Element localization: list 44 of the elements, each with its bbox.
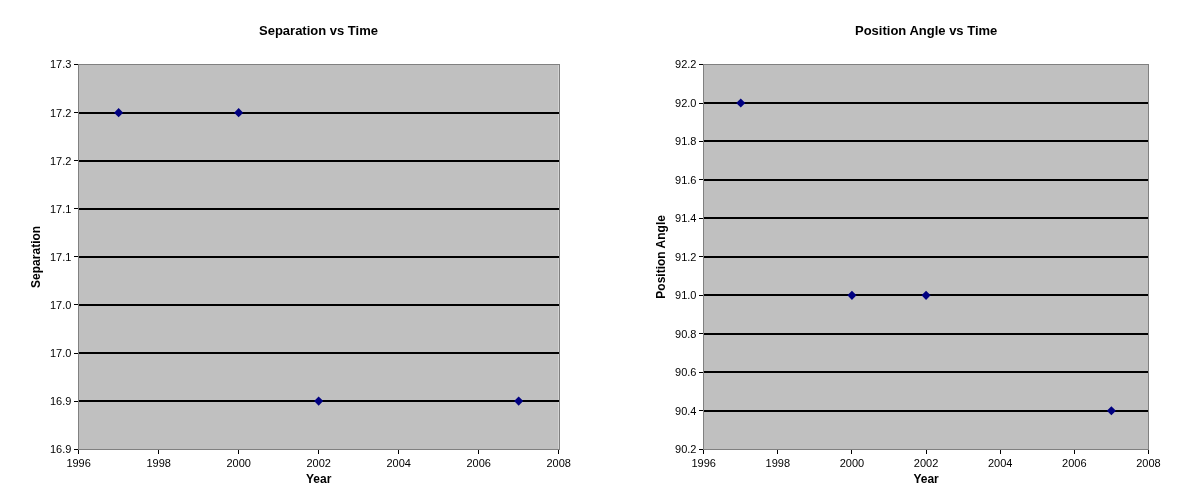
point bbox=[921, 290, 931, 300]
y-tick-label: 17.1 bbox=[50, 202, 72, 215]
y-tick-label: 91.8 bbox=[675, 135, 697, 148]
y-tick-label: 91.2 bbox=[675, 250, 697, 263]
x-tick-label: 1998 bbox=[765, 457, 791, 470]
y-tick-label: 17.1 bbox=[50, 250, 72, 263]
y-tick-label: 16.9 bbox=[50, 443, 72, 456]
x-tick-label: 1996 bbox=[66, 457, 91, 470]
x-tick-label: 2006 bbox=[466, 457, 491, 470]
y-tick-label: 90.2 bbox=[675, 443, 697, 456]
x-axis-title: Year bbox=[913, 472, 940, 487]
x-axis-title: Year bbox=[305, 472, 332, 487]
y-tick-label: 17.0 bbox=[50, 346, 72, 359]
x-tick-label: 2002 bbox=[306, 457, 331, 470]
y-tick-label: 90.4 bbox=[675, 404, 697, 417]
x-tick-label: 1996 bbox=[691, 457, 716, 470]
y-tick-label: 90.6 bbox=[675, 366, 697, 379]
y-tick-label: 92.2 bbox=[675, 58, 697, 71]
y-axis-title: Position Angle bbox=[654, 214, 669, 299]
x-tick-label: 1998 bbox=[146, 457, 171, 470]
chart-title: Separation vs Time bbox=[259, 23, 378, 38]
x-tick-label: 2006 bbox=[1062, 457, 1087, 470]
point bbox=[1106, 406, 1116, 416]
point bbox=[847, 290, 857, 300]
y-tick-label: 91.0 bbox=[675, 289, 697, 302]
y-tick-label: 17.2 bbox=[50, 106, 72, 119]
x-tick-label: 2004 bbox=[386, 457, 411, 470]
y-axis-title: Separation bbox=[29, 225, 44, 288]
x-tick-label: 2008 bbox=[546, 457, 571, 470]
y-tick-label: 91.6 bbox=[675, 173, 697, 186]
point bbox=[736, 98, 746, 108]
y-tick-label: 91.4 bbox=[675, 212, 697, 225]
y-tick-label: 16.9 bbox=[50, 394, 72, 407]
x-tick-label: 2008 bbox=[1136, 457, 1161, 470]
x-tick-label: 2000 bbox=[226, 457, 251, 470]
chart-title: Position Angle vs Time bbox=[855, 23, 998, 38]
x-tick-label: 2000 bbox=[839, 457, 865, 470]
x-tick-label: 2004 bbox=[987, 457, 1013, 470]
y-tick-label: 92.0 bbox=[675, 96, 697, 109]
x-tick-label: 2002 bbox=[913, 457, 939, 470]
y-tick-label: 90.8 bbox=[675, 327, 697, 340]
y-tick-label: 17.3 bbox=[50, 58, 72, 71]
y-tick-label: 17.0 bbox=[50, 298, 72, 311]
y-tick-label: 17.2 bbox=[50, 154, 72, 167]
